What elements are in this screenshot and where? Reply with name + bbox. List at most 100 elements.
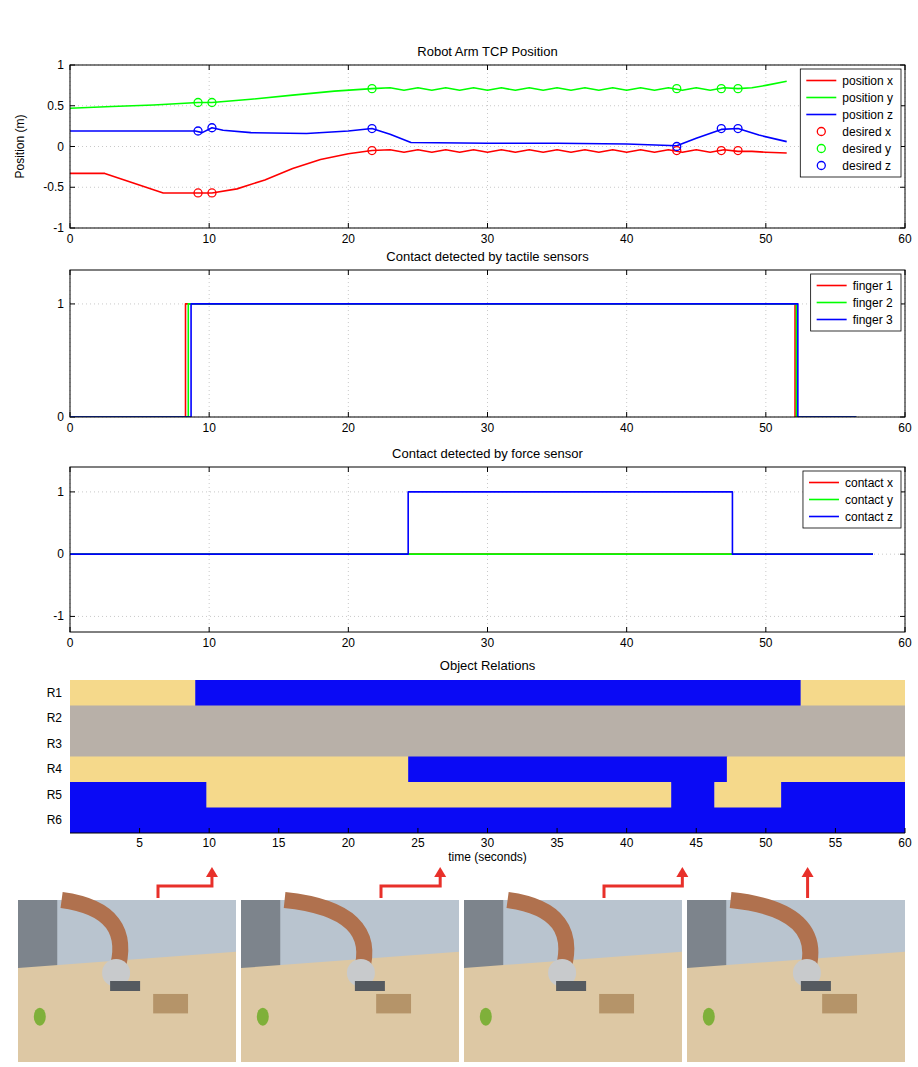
title: Contact detected by tactile sensors	[386, 249, 589, 264]
photo	[687, 900, 905, 1062]
cell	[70, 731, 905, 757]
photo	[464, 900, 682, 1062]
tick	[487, 65, 488, 70]
tick	[835, 828, 836, 833]
tick	[487, 627, 488, 632]
line	[70, 150, 787, 193]
tick-label: 40	[620, 836, 634, 850]
cell	[195, 680, 801, 706]
grid-line	[209, 270, 210, 417]
tick	[557, 828, 558, 833]
tick	[765, 65, 766, 70]
photo-gripper	[801, 981, 831, 991]
photo-table	[241, 952, 459, 1062]
panel: Contact detected by force sensor01020304…	[53, 446, 912, 650]
legend-label: finger 3	[853, 313, 893, 327]
tick-label: 30	[481, 421, 495, 435]
marker	[673, 85, 681, 93]
panel: Contact detected by tactile sensors01020…	[57, 249, 912, 435]
tick	[487, 467, 488, 472]
tick	[900, 187, 905, 188]
tick	[765, 828, 766, 833]
tick-label: 40	[620, 636, 634, 650]
legend-marker	[817, 162, 825, 170]
title: Contact detected by force sensor	[392, 446, 583, 461]
grid-line	[487, 270, 488, 417]
legend-label: contact z	[845, 510, 893, 524]
axis-title: Position (m)	[13, 114, 27, 178]
tick-label: 30	[481, 232, 495, 246]
marker	[734, 125, 742, 133]
line	[70, 81, 787, 108]
tick	[348, 270, 349, 275]
tick	[209, 270, 210, 275]
marker	[208, 189, 216, 197]
tick-label: 60	[898, 232, 912, 246]
tick-label: R5	[47, 788, 63, 802]
tick-label: -0.5	[43, 180, 64, 194]
tick	[626, 627, 627, 632]
photo	[241, 900, 459, 1062]
tick-label: 1	[57, 297, 64, 311]
tick	[487, 270, 488, 275]
tick	[626, 467, 627, 472]
tick-label: 15	[272, 836, 286, 850]
grid-line	[348, 467, 349, 632]
plot-area	[70, 492, 873, 554]
legend-line	[817, 285, 847, 287]
marker	[194, 189, 202, 197]
arrow	[604, 877, 682, 898]
legend-label: desired x	[842, 125, 891, 139]
tick	[765, 627, 766, 632]
marker	[717, 125, 725, 133]
marker	[368, 147, 376, 155]
photo-bg	[241, 900, 459, 1062]
tick-label: 50	[759, 232, 773, 246]
photo-gripper	[556, 981, 586, 991]
marker	[717, 147, 725, 155]
legend-label: finger 1	[853, 279, 893, 293]
panel: Robot Arm TCP Position0102030405060-1-0.…	[13, 44, 912, 246]
legend: contact xcontact ycontact z	[803, 471, 901, 528]
tick	[487, 223, 488, 228]
tick-label: 25	[411, 836, 425, 850]
arrow-head	[676, 867, 688, 877]
tick-label: 60	[898, 421, 912, 435]
marker	[194, 127, 202, 135]
tick	[70, 146, 75, 147]
photo-object	[34, 1008, 46, 1026]
frame	[70, 65, 905, 228]
legend-box	[800, 69, 901, 177]
tick-label: 30	[481, 836, 495, 850]
cell	[801, 680, 905, 706]
tick-label: 60	[898, 636, 912, 650]
legend-line	[809, 516, 839, 518]
legend-line	[809, 499, 839, 501]
legend-line	[806, 80, 836, 82]
photo-bg	[18, 900, 236, 1062]
tick	[900, 616, 905, 617]
tick	[696, 828, 697, 833]
marker	[734, 147, 742, 155]
tick	[70, 616, 75, 617]
marker	[734, 85, 742, 93]
cell	[70, 680, 196, 706]
grid-line	[209, 65, 210, 228]
panel: Object RelationsR1R2R3R4R5R6510152025303…	[47, 658, 912, 898]
tick-label: 50	[759, 836, 773, 850]
tick-label: R6	[47, 813, 63, 827]
marker	[368, 125, 376, 133]
tick	[487, 412, 488, 417]
tick	[765, 412, 766, 417]
photo-object	[703, 1008, 715, 1026]
photo-gripper	[110, 981, 140, 991]
tick-label: 40	[620, 232, 634, 246]
arrow	[158, 877, 212, 898]
tick	[348, 467, 349, 472]
tick	[626, 270, 627, 275]
grid-line	[70, 616, 905, 617]
tick-label: R1	[47, 686, 63, 700]
tick	[765, 223, 766, 228]
tick-label: 0	[67, 421, 74, 435]
tick	[70, 491, 75, 492]
